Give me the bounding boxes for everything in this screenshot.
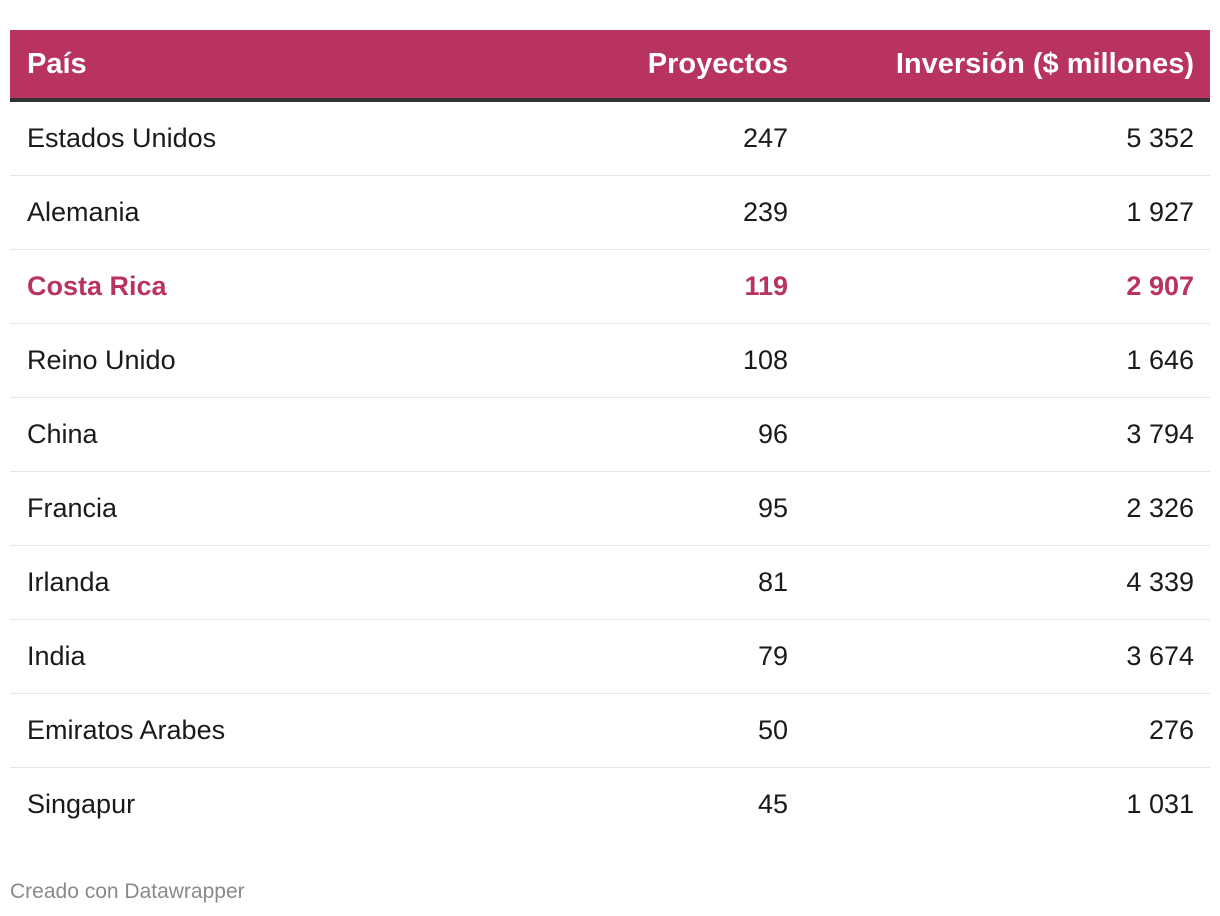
investment-cell: 276	[1148, 715, 1194, 745]
investment-cell: 3 794	[1126, 419, 1194, 449]
projects-cell: 108	[742, 345, 788, 375]
table-row: Emiratos Arabes 50 276	[10, 694, 1210, 768]
header-projects: Proyectos	[647, 47, 788, 80]
table-header: País Proyectos Inversión ($ millones)	[10, 30, 1210, 102]
country-cell: Emiratos Arabes	[27, 715, 226, 745]
header-country: País	[27, 47, 87, 80]
investment-cell: 5 352	[1126, 123, 1194, 153]
projects-cell: 79	[757, 641, 788, 671]
investment-cell: 3 674	[1126, 641, 1194, 671]
header-investment: Inversión ($ millones)	[895, 47, 1194, 80]
credit-text: Creado con Datawrapper	[10, 880, 245, 903]
country-cell: Alemania	[27, 197, 140, 227]
country-cell: Francia	[27, 493, 118, 523]
country-cell: Singapur	[27, 789, 136, 819]
data-table: País Proyectos Inversión ($ millones) Es…	[10, 30, 1210, 841]
table-row: Francia 95 2 326	[10, 472, 1210, 546]
projects-cell: 45	[757, 789, 788, 819]
projects-cell: 96	[757, 419, 788, 449]
projects-cell: 247	[742, 123, 788, 153]
table-row: Alemania 239 1 927	[10, 176, 1210, 250]
country-cell: Costa Rica	[27, 271, 167, 301]
table-row: Estados Unidos 247 5 352	[10, 102, 1210, 176]
investment-cell: 2 907	[1126, 271, 1194, 301]
country-cell: Estados Unidos	[27, 123, 217, 153]
projects-cell: 119	[744, 271, 788, 301]
table-body: Estados Unidos 247 5 352 Alemania 239 1 927 Co…	[10, 102, 1210, 841]
investment-cell: 1 927	[1126, 197, 1194, 227]
projects-cell: 239	[742, 197, 788, 227]
investment-cell: 4 339	[1126, 567, 1194, 597]
table-row: Costa Rica 119 2 907	[10, 250, 1210, 324]
table-row: Irlanda 81 4 339	[10, 546, 1210, 620]
table-row: India 79 3 674	[10, 620, 1210, 694]
investment-cell: 2 326	[1126, 493, 1194, 523]
investment-cell: 1 646	[1126, 345, 1194, 375]
country-cell: India	[27, 641, 86, 671]
projects-cell: 81	[757, 567, 788, 597]
country-cell: Reino Unido	[27, 345, 176, 375]
country-cell: China	[27, 419, 98, 449]
country-cell: Irlanda	[27, 567, 110, 597]
projects-cell: 50	[757, 715, 788, 745]
investment-cell: 1 031	[1126, 789, 1194, 819]
table-row: China 96 3 794	[10, 398, 1210, 472]
projects-cell: 95	[757, 493, 788, 523]
table-row: Reino Unido 108 1 646	[10, 324, 1210, 398]
table-row: Singapur 45 1 031	[10, 768, 1210, 841]
